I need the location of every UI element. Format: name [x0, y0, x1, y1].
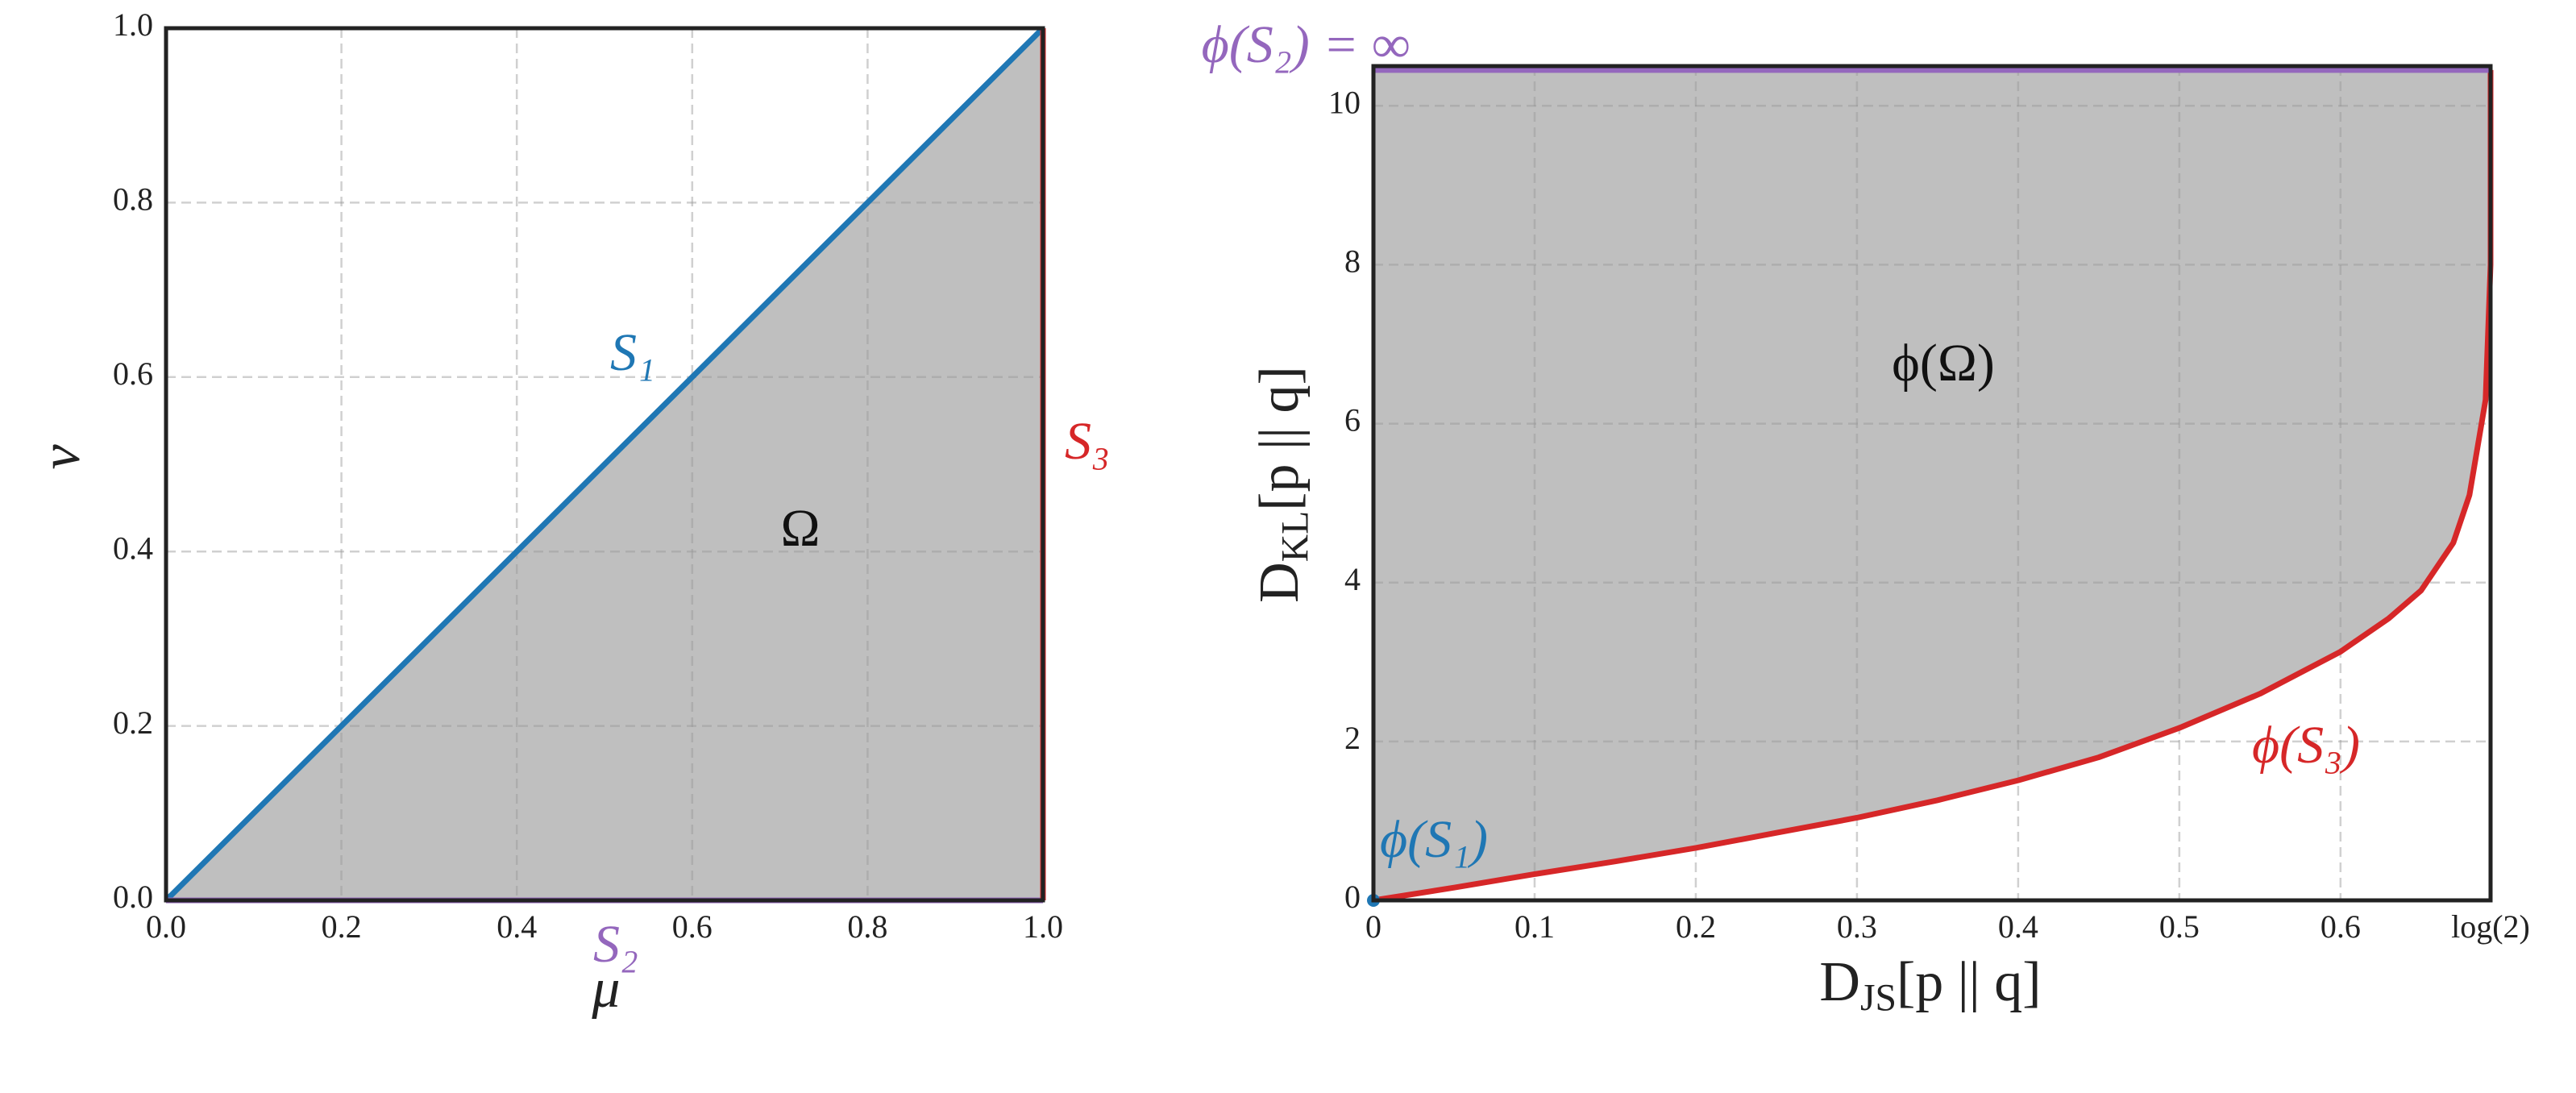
y-axis-label: DKL[p || q] [1249, 366, 1316, 603]
region-label: Ω [780, 499, 820, 558]
x-tick-label: 0.8 [847, 908, 887, 945]
x-tick-label: 0.6 [672, 908, 713, 945]
x-tick-label: 0.2 [1676, 908, 1716, 945]
x-tick-label: 0.2 [322, 908, 362, 945]
x-axis-label: μ [591, 958, 620, 1020]
series-label: ϕ(S₂) = ∞ [1202, 15, 1411, 74]
series-label: S₂ [593, 915, 638, 974]
series-line [1373, 69, 2494, 904]
x-tick-label: 0.5 [2159, 908, 2200, 945]
x-tick-label: 0.0 [146, 908, 186, 945]
y-tick-label: 4 [1344, 561, 1361, 597]
x-axis-label: DJS[p || q] [1819, 951, 2041, 1019]
y-tick-label: 0.4 [113, 530, 153, 566]
y-tick-label: 0.0 [113, 879, 153, 915]
axes-frame [1371, 64, 2493, 903]
series-label: ϕ(S₃) [2252, 716, 2360, 775]
y-tick-label: 6 [1344, 402, 1361, 438]
series-label: ϕ(S₁) [1380, 810, 1488, 869]
y-tick-label: 0 [1344, 879, 1361, 915]
axes-frame [164, 26, 1045, 903]
y-tick-label: 2 [1344, 720, 1361, 756]
y-tick-label: 0.6 [113, 355, 153, 392]
y-axis-label-main: D [1249, 562, 1311, 603]
x-tick-label: 0.1 [1514, 908, 1555, 945]
y-axis-label: ν [30, 444, 92, 470]
x-tick-label: 0.6 [2320, 908, 2361, 945]
x-tick-label: 0.4 [497, 908, 537, 945]
x-tick-label: 0.3 [1837, 908, 1877, 945]
y-tick-label: 1.0 [113, 6, 153, 43]
x-axis-label-main: D [1819, 951, 1860, 1013]
y-tick-label: 0.2 [113, 704, 153, 741]
y-tick-label: 8 [1344, 243, 1361, 280]
y-tick-label: 0.8 [113, 181, 153, 218]
x-tick-label: 0 [1365, 908, 1381, 945]
y-axis-label-sub: KL [1274, 511, 1316, 562]
y-tick-label: 10 [1328, 84, 1361, 120]
series-line [164, 26, 1045, 903]
region-label: ϕ(Ω) [1892, 334, 1995, 393]
x-axis-label-tail: [p || q] [1897, 951, 2042, 1013]
region-fill [1373, 66, 2491, 900]
x-axis-label-sub: JS [1860, 977, 1897, 1019]
x-tick-label: 0.4 [1998, 908, 2038, 945]
series-label: S₁ [610, 323, 655, 382]
x-tick-label: 1.0 [1023, 908, 1063, 945]
y-axis-label-tail: [p || q] [1249, 366, 1311, 511]
series-label: S₃ [1065, 412, 1110, 471]
x-tick-label: log(2) [2451, 908, 2530, 945]
